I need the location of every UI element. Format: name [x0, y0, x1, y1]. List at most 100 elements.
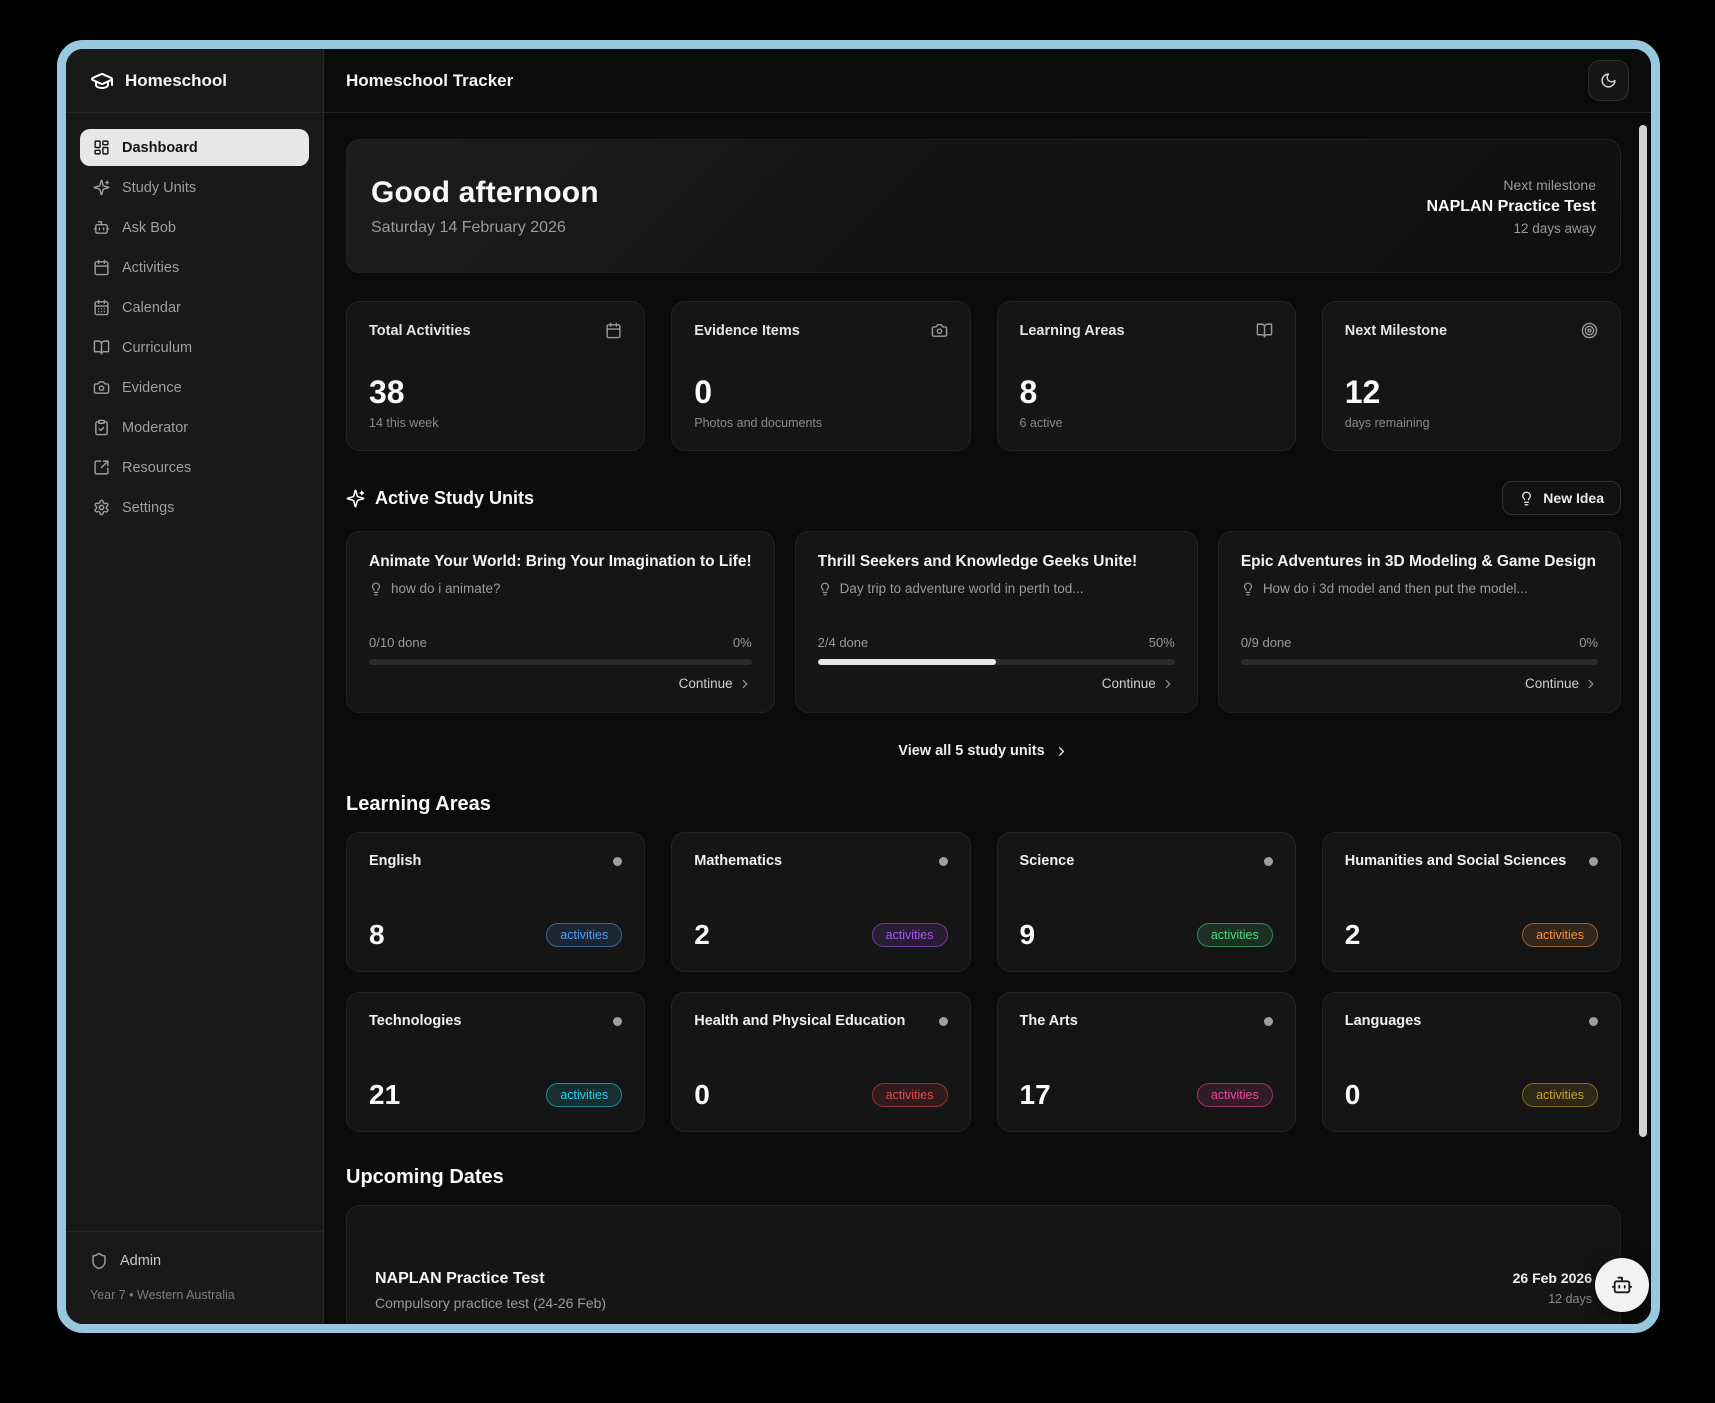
view-all-study-units-link[interactable]: View all 5 study units [346, 743, 1621, 759]
unit-percent: 0% [1579, 635, 1598, 650]
lightbulb-icon [1519, 491, 1534, 506]
unit-progress-bar [1240, 659, 1598, 665]
brand-label: Homeschool [125, 70, 228, 90]
area-count: 2 [1344, 919, 1361, 950]
theme-toggle-button[interactable] [1588, 60, 1629, 101]
activities-badge: activities [1522, 923, 1598, 947]
area-count: 0 [1344, 1079, 1361, 1110]
area-name: Technologies [369, 1013, 462, 1029]
continue-label: Continue [1101, 676, 1156, 691]
study-unit-card: Epic Adventures in 3D Modeling & Game De… [1217, 531, 1621, 713]
chevron-right-icon [1584, 677, 1598, 691]
brand: Homeschool [66, 49, 323, 113]
sidebar-item-ask-bob[interactable]: Ask Bob [80, 209, 309, 246]
upcoming-dates-heading: Upcoming Dates [346, 1166, 504, 1188]
book-open-icon [93, 339, 110, 356]
vertical-scrollbar-thumb[interactable] [1639, 125, 1647, 1137]
status-dot [938, 857, 948, 866]
sidebar-item-label: Settings [122, 499, 175, 516]
milestone-block: Next milestone NAPLAN Practice Test 12 d… [1426, 177, 1596, 236]
assistant-fab-button[interactable] [1595, 1258, 1649, 1312]
status-dot [1263, 1017, 1273, 1026]
sidebar-item-resources[interactable]: Resources [80, 449, 309, 486]
area-count: 2 [694, 919, 710, 950]
stat-title: Next Milestone [1344, 322, 1448, 339]
greeting-banner: Good afternoon Saturday 14 February 2026… [346, 139, 1621, 273]
student-meta: Year 7 • Western Australia [90, 1288, 235, 1302]
stat-card-evidence-items: Evidence Items 0 Photos and documents [671, 301, 971, 451]
area-count: 9 [1019, 919, 1036, 950]
sidebar-footer: Admin Year 7 • Western Australia [66, 1231, 323, 1324]
camera-icon [931, 322, 948, 339]
continue-label: Continue [1524, 676, 1579, 691]
sidebar-item-activities[interactable]: Activities [80, 249, 309, 286]
moon-icon [1600, 72, 1617, 89]
sidebar: Homeschool Dashboard Study Units Ask Bob… [66, 49, 324, 1324]
milestone-label: Next milestone [1503, 176, 1596, 193]
activities-badge: activities [1522, 1083, 1598, 1107]
unit-title: Thrill Seekers and Knowledge Geeks Unite… [817, 553, 1138, 570]
continue-link[interactable]: Continue [369, 676, 752, 691]
learning-area-card-humanities[interactable]: Humanities and Social Sciences 2 activit… [1321, 832, 1621, 972]
sidebar-item-settings[interactable]: Settings [80, 489, 309, 526]
area-count: 21 [369, 1079, 401, 1110]
area-name: Humanities and Social Sciences [1344, 853, 1567, 869]
unit-done: 0/9 done [1240, 635, 1292, 650]
sidebar-item-study-units[interactable]: Study Units [80, 169, 309, 206]
activities-badge: activities [871, 923, 948, 947]
unit-progress-bar [817, 659, 1175, 665]
stats-row: Total Activities 38 14 this week Evidenc… [346, 301, 1621, 451]
learning-area-card-health-pe[interactable]: Health and Physical Education 0 activiti… [671, 992, 971, 1132]
learning-area-card-the-arts[interactable]: The Arts 17 activities [996, 992, 1296, 1132]
sidebar-item-label: Activities [122, 259, 180, 276]
unit-done: 2/4 done [817, 635, 869, 650]
stat-title: Evidence Items [694, 322, 800, 339]
sidebar-item-moderator[interactable]: Moderator [80, 409, 309, 446]
lightbulb-icon [1241, 582, 1255, 596]
stat-card-total-activities: Total Activities 38 14 this week [346, 301, 646, 451]
upcoming-dates-card: NAPLAN Practice Test Compulsory practice… [346, 1205, 1621, 1324]
learning-area-cards: English 8 activities Mathematics 2 [346, 832, 1621, 1132]
status-dot [613, 1017, 623, 1026]
learning-areas-heading: Learning Areas [346, 793, 491, 815]
camera-icon [93, 379, 110, 396]
learning-area-card-languages[interactable]: Languages 0 activities [1321, 992, 1621, 1132]
continue-label: Continue [678, 676, 733, 691]
sidebar-item-dashboard[interactable]: Dashboard [80, 129, 309, 166]
app-window: Homeschool Dashboard Study Units Ask Bob… [57, 40, 1660, 1333]
new-idea-button[interactable]: New Idea [1502, 481, 1621, 515]
learning-area-card-mathematics[interactable]: Mathematics 2 activities [671, 832, 971, 972]
graduation-cap-icon [90, 69, 114, 93]
sidebar-item-label: Moderator [122, 419, 189, 436]
admin-row: Admin [90, 1252, 299, 1270]
lightbulb-icon [369, 582, 383, 596]
sidebar-item-label: Study Units [122, 179, 197, 196]
study-unit-card: Thrill Seekers and Knowledge Geeks Unite… [794, 531, 1198, 713]
stat-subtext: 14 this week [369, 416, 439, 430]
learning-area-card-science[interactable]: Science 9 activities [996, 832, 1296, 972]
continue-link[interactable]: Continue [818, 676, 1175, 691]
area-name: Health and Physical Education [694, 1013, 906, 1029]
activities-badge: activities [1196, 1083, 1273, 1107]
page-title: Homeschool Tracker [346, 70, 514, 90]
learning-area-card-technologies[interactable]: Technologies 21 activities [346, 992, 646, 1132]
status-dot [938, 1017, 948, 1026]
sidebar-item-evidence[interactable]: Evidence [80, 369, 309, 406]
chevron-right-icon [1054, 744, 1069, 759]
area-name: Languages [1344, 1013, 1422, 1029]
continue-link[interactable]: Continue [1241, 676, 1598, 691]
unit-percent: 0% [732, 635, 752, 650]
area-name: Science [1019, 853, 1075, 869]
upcoming-item-distance: 12 days [1548, 1292, 1592, 1306]
lightbulb-icon [818, 582, 832, 596]
stat-subtext: days remaining [1344, 416, 1430, 430]
area-name: English [369, 853, 422, 869]
stat-value: 38 [369, 374, 405, 410]
upcoming-item-text: NAPLAN Practice Test Compulsory practice… [375, 1270, 606, 1311]
area-name: Mathematics [694, 853, 783, 869]
sidebar-item-calendar[interactable]: Calendar [80, 289, 309, 326]
learning-area-card-english[interactable]: English 8 activities [346, 832, 646, 972]
clipboard-check-icon [93, 419, 110, 436]
shield-icon [90, 1252, 108, 1270]
sidebar-item-curriculum[interactable]: Curriculum [80, 329, 309, 366]
